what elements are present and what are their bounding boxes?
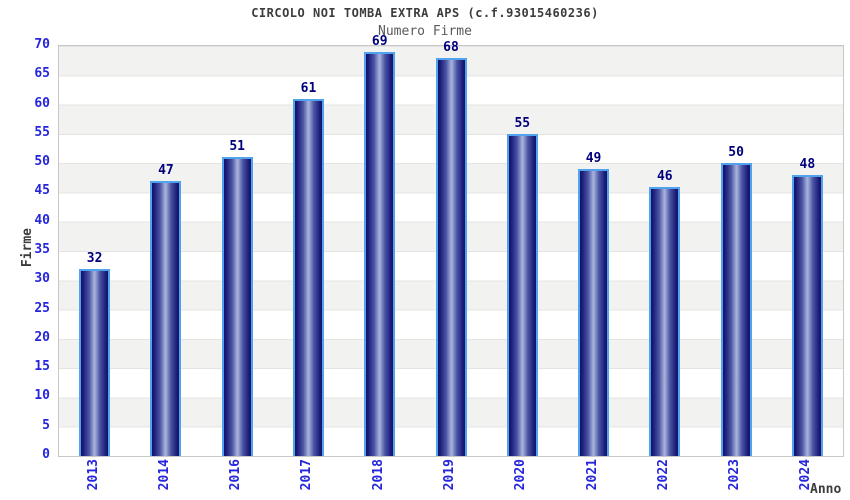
y-tick-label: 5 [42, 417, 50, 433]
x-tick-label-2018: 2018 [370, 459, 386, 491]
bar-value-label: 68 [443, 39, 459, 55]
plot-area: 32 47 51 61 69 68 55 49 46 50 48 [58, 34, 844, 457]
y-tick-label: 10 [34, 388, 50, 404]
bar-value-label: 49 [585, 151, 602, 166]
chart-subtitle: Numero Firme [378, 24, 472, 39]
bar-value-label: 47 [158, 162, 174, 178]
bar-2018 [364, 51, 396, 456]
y-tick-label: 30 [34, 271, 50, 287]
y-tick-label: 35 [34, 242, 50, 257]
y-tick-label: 60 [34, 95, 50, 111]
bar-2021 [578, 169, 610, 456]
y-tick-label: 50 [34, 154, 50, 170]
x-tick-label-2016: 2016 [228, 459, 244, 491]
x-tick-label-2020: 2020 [513, 459, 529, 491]
y-tick-label: 45 [34, 183, 50, 199]
y-tick-label: 25 [34, 300, 50, 316]
bar-2013 [79, 268, 111, 456]
y-tick-label: 40 [34, 212, 50, 228]
bar-value-label: 46 [656, 168, 673, 184]
bar-2016 [221, 157, 253, 456]
x-tick-label-2014: 2014 [156, 459, 172, 491]
y-tick-label: 20 [34, 329, 50, 345]
y-tick-label: 15 [34, 359, 50, 375]
bar-2020 [506, 133, 538, 456]
bar-value-label: 69 [371, 33, 388, 49]
x-tick-label-2022: 2022 [655, 459, 671, 491]
bar-value-label: 50 [728, 145, 744, 161]
x-axis-label: Anno [810, 482, 842, 497]
bar-value-label: 55 [514, 115, 531, 131]
chart-title: CIRCOLO NOI TOMBA EXTRA APS (c.f.9301546… [251, 6, 599, 20]
y-tick-label: 55 [34, 124, 50, 140]
y-tick-label: 65 [34, 66, 50, 82]
bar-value-label: 61 [300, 80, 317, 96]
x-tick-label-2023: 2023 [727, 459, 743, 491]
bar-2019 [435, 57, 467, 456]
bar-2014 [150, 180, 182, 456]
x-tick-label-2013: 2013 [85, 459, 101, 491]
bar-2023 [720, 163, 752, 456]
bar-value-label: 32 [86, 250, 103, 266]
y-tick-label: 70 [34, 37, 50, 52]
y-tick-label: 0 [42, 447, 50, 462]
bar-2017 [292, 98, 324, 456]
x-tick-label-2017: 2017 [299, 459, 315, 491]
bar-value-label: 51 [229, 139, 245, 155]
bar-value-label: 48 [799, 156, 816, 172]
bar-2022 [649, 186, 681, 456]
x-tick-label-2021: 2021 [584, 459, 600, 491]
x-tick-label-2019: 2019 [442, 459, 457, 491]
bar-2024 [791, 174, 823, 456]
